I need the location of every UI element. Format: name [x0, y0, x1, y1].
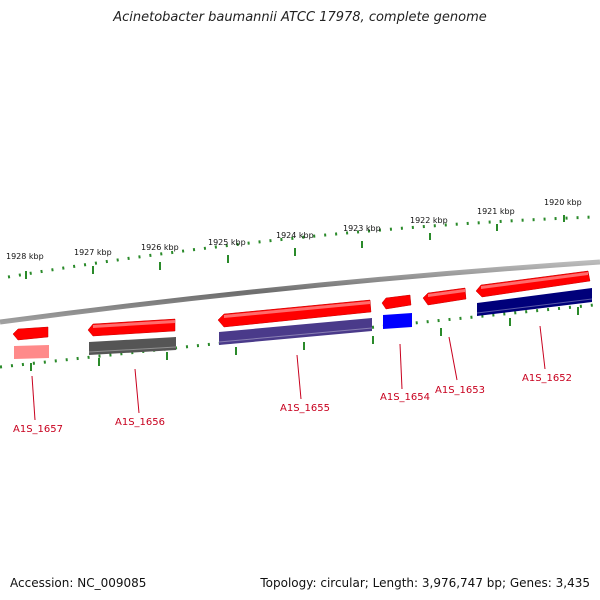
accession-text: Accession: NC_009085 [10, 576, 147, 590]
leader-line-A1S_1654 [399, 343, 403, 390]
gene-label-A1S_1652: A1S_1652 [522, 373, 572, 384]
genome-summary-text: Topology: circular; Length: 3,976,747 bp… [260, 576, 590, 590]
cds-bar-shading [88, 298, 593, 353]
cds-bar-A1S_1652 [477, 288, 592, 316]
kbp-label-1925: 1925 kbp [208, 238, 246, 247]
kbp-label-1921: 1921 kbp [477, 207, 515, 216]
gene-arrow-A1S_1654 [381, 294, 412, 310]
map-title: Acinetobacter baumannii ATCC 17978, comp… [113, 10, 487, 25]
kbp-label-1923: 1923 kbp [343, 224, 381, 233]
cds-bar-A1S_1656 [89, 337, 176, 355]
gene-label-A1S_1657: A1S_1657 [13, 424, 63, 435]
leader-line-A1S_1652 [539, 325, 546, 370]
cds-bar-A1S_1657 [14, 345, 49, 359]
cds-bars [14, 288, 592, 359]
kbp-label-1927: 1927 kbp [74, 248, 112, 257]
inner-major-ticks [30, 307, 579, 371]
leader-line-A1S_1656 [134, 368, 140, 414]
gene-label-A1S_1653: A1S_1653 [435, 385, 485, 396]
gene-arrow-highlights [93, 272, 588, 328]
leader-line-A1S_1653 [448, 336, 458, 381]
gene-label-A1S_1656: A1S_1656 [115, 417, 165, 428]
leader-lines [31, 325, 546, 421]
cds-bar-A1S_1654 [383, 313, 412, 329]
genome-backbone [0, 259, 600, 325]
leader-line-A1S_1655 [296, 354, 302, 400]
gene-arrow-A1S_1657 [12, 326, 49, 341]
gene-label-A1S_1655: A1S_1655 [280, 403, 330, 414]
major-ticks [25, 215, 565, 279]
leader-line-A1S_1657 [31, 375, 36, 421]
kbp-label-1920: 1920 kbp [544, 198, 582, 207]
kbp-label-1924: 1924 kbp [276, 231, 314, 240]
kbp-label-1928: 1928 kbp [6, 252, 44, 261]
kbp-label-1922: 1922 kbp [410, 216, 448, 225]
cds-bar-A1S_1655 [219, 318, 372, 345]
kbp-label-1926: 1926 kbp [141, 243, 179, 252]
outer-scale-track [7, 215, 595, 279]
gene-label-A1S_1654: A1S_1654 [380, 392, 430, 403]
